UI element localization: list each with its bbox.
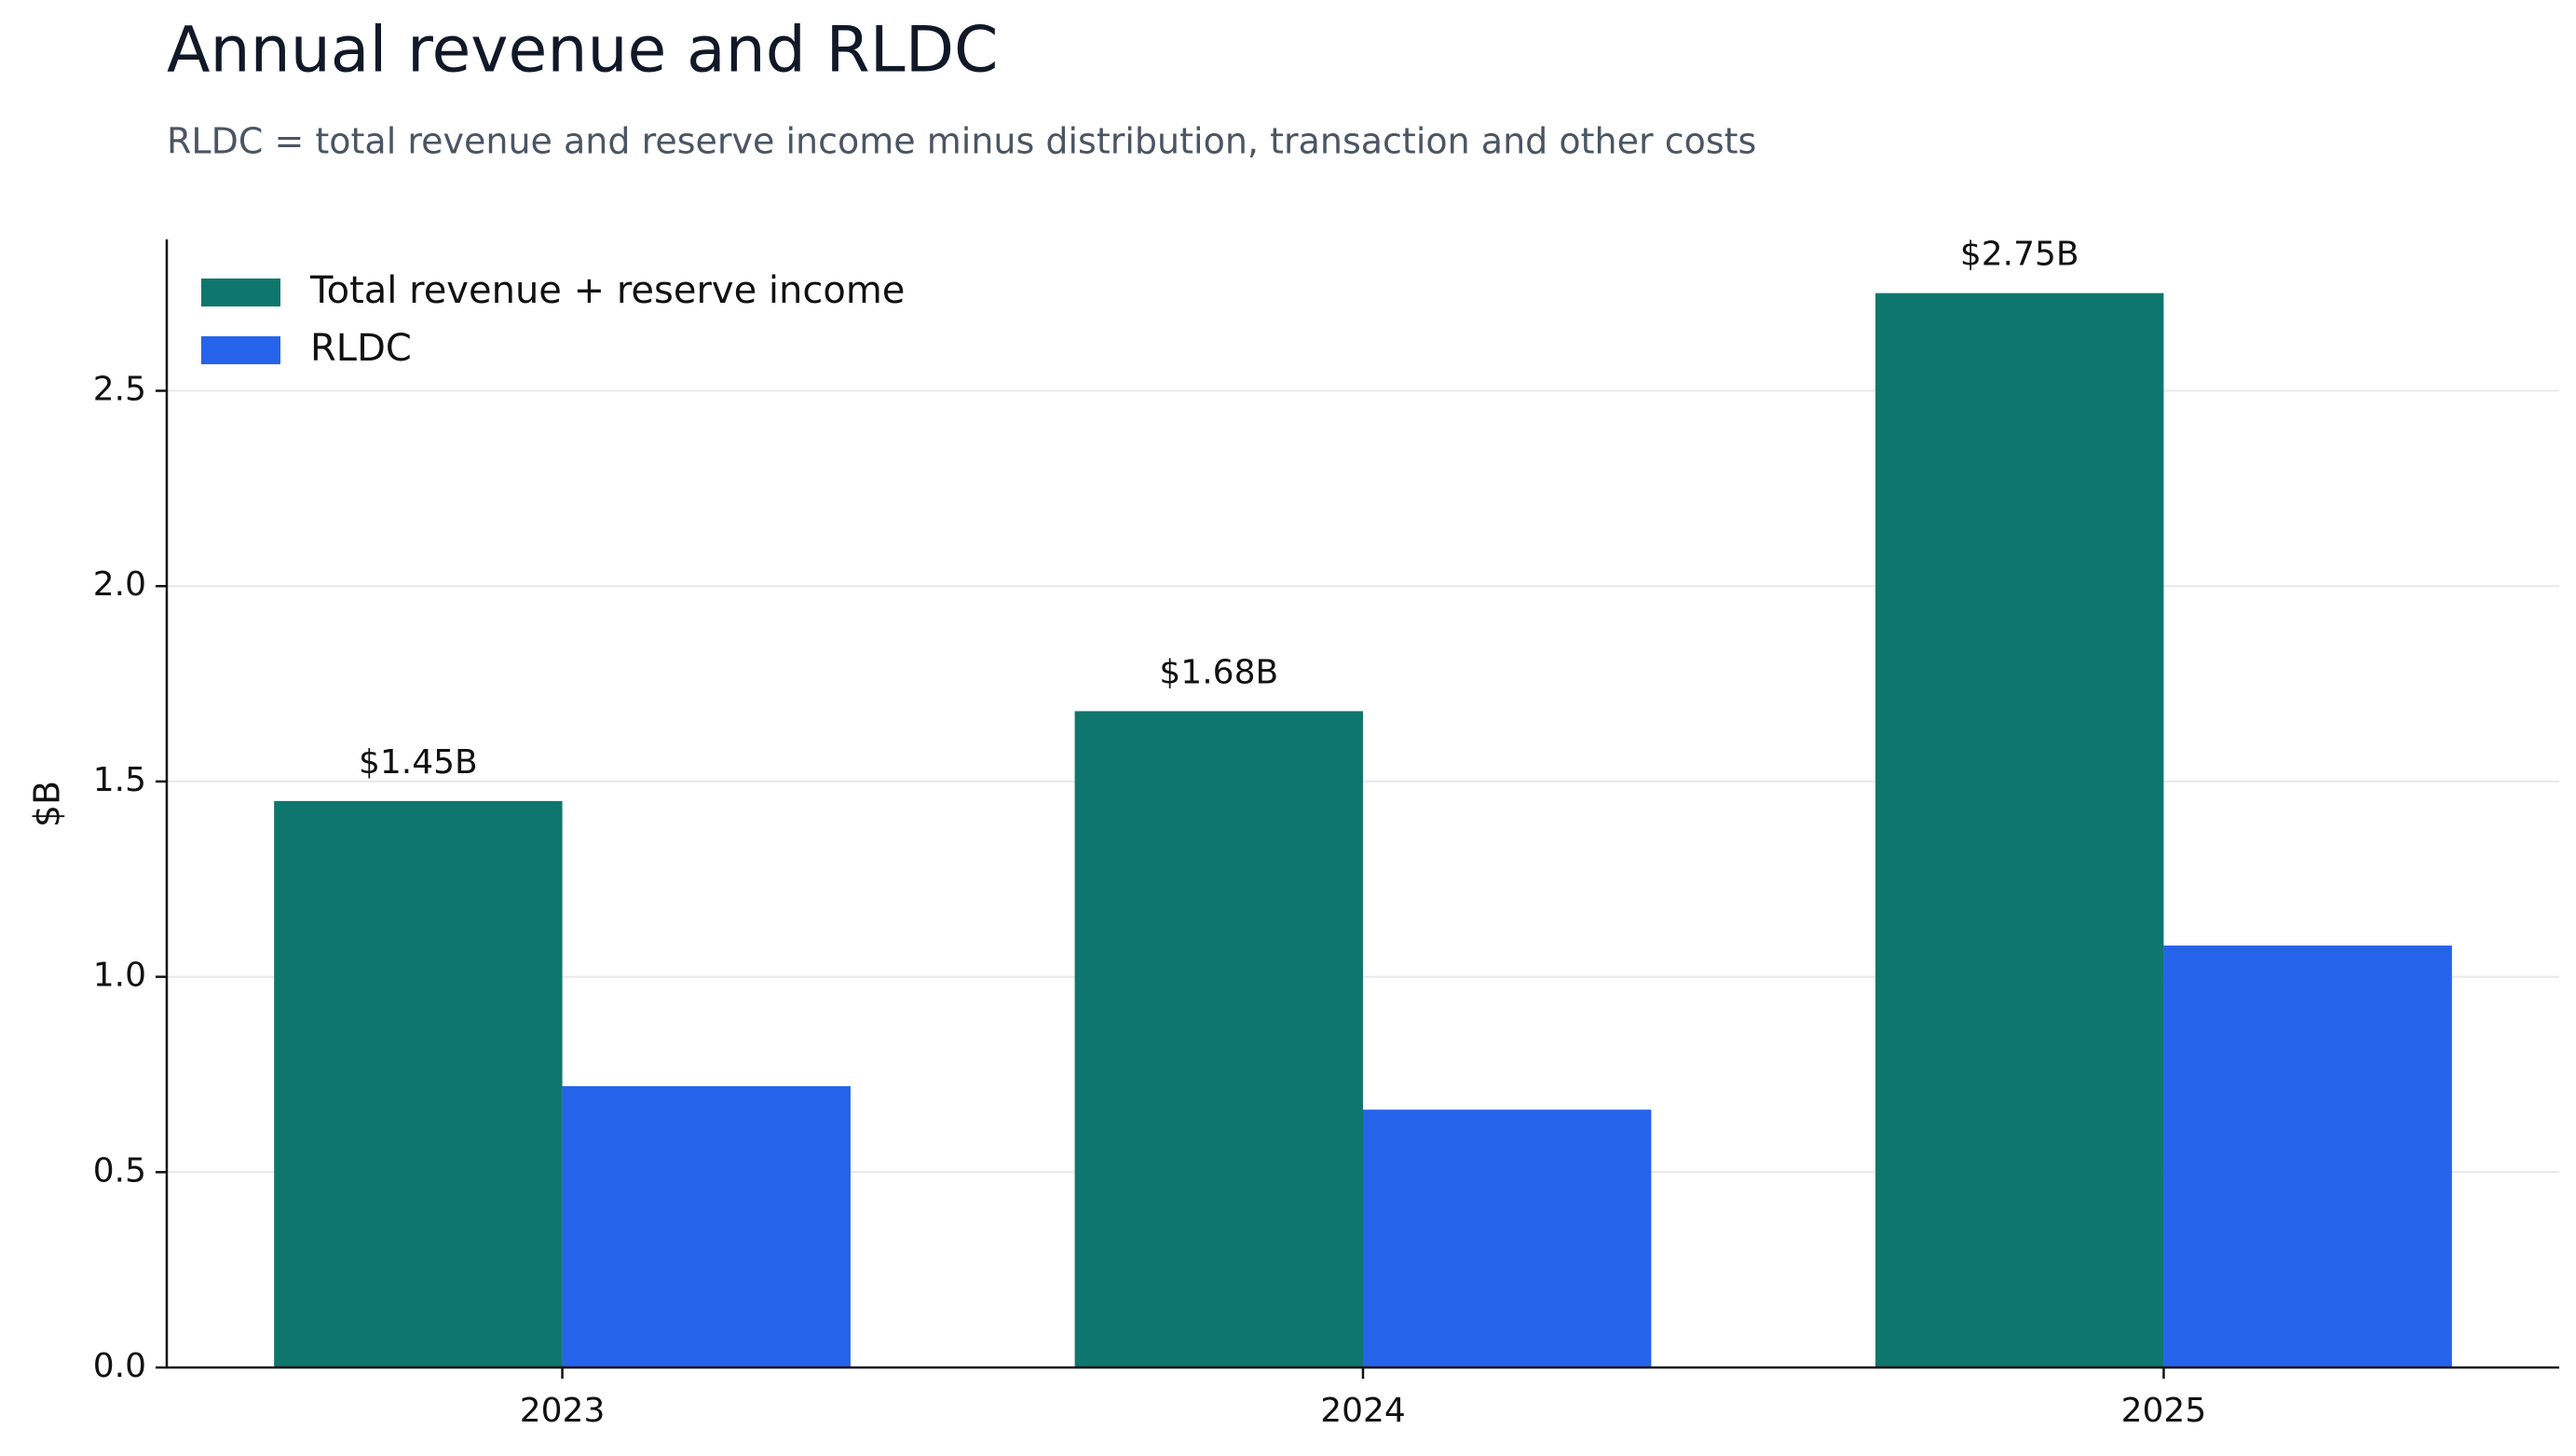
bar bbox=[1074, 711, 1363, 1368]
value-label: $1.68B bbox=[1159, 653, 1278, 691]
y-tick-label: 1.5 bbox=[93, 761, 146, 799]
y-axis-label: $B bbox=[27, 781, 68, 827]
y-tick-label: 0.5 bbox=[93, 1151, 146, 1190]
bar bbox=[1363, 1109, 1652, 1368]
y-tick-label: 2.0 bbox=[93, 565, 146, 604]
chart-title: Annual revenue and RLDC bbox=[167, 14, 999, 88]
legend-label: Total revenue + reserve income bbox=[309, 269, 905, 312]
y-tick-label: 1.0 bbox=[93, 957, 146, 995]
y-tick-label: 0.0 bbox=[93, 1347, 146, 1385]
chart-subtitle: RLDC = total revenue and reserve income … bbox=[167, 121, 1756, 162]
x-tick-label: 2025 bbox=[2121, 1392, 2207, 1430]
y-tick-label: 2.5 bbox=[93, 371, 146, 409]
bar bbox=[2163, 946, 2452, 1368]
x-tick-label: 2024 bbox=[1320, 1392, 1406, 1430]
legend-swatch bbox=[201, 336, 280, 364]
value-label: $1.45B bbox=[359, 743, 478, 782]
legend-swatch bbox=[201, 279, 280, 306]
bar bbox=[562, 1086, 851, 1368]
value-label: $2.75B bbox=[1960, 236, 2079, 274]
legend-label: RLDC bbox=[310, 327, 412, 370]
x-tick-label: 2023 bbox=[520, 1392, 606, 1430]
bar bbox=[274, 800, 563, 1368]
bar bbox=[1875, 293, 2164, 1368]
